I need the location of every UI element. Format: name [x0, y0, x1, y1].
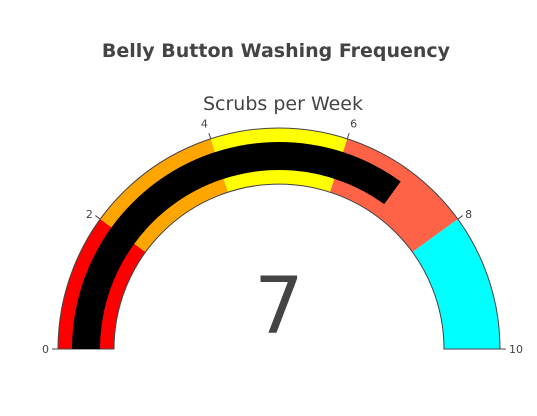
- gauge-ticks: 0 2 4 6 8 10: [42, 117, 523, 356]
- gauge-tick-label-10: 10: [509, 343, 523, 356]
- gauge-step-4: [412, 219, 500, 349]
- gauge-tick-label-2: 2: [86, 208, 93, 221]
- gauge-tick-mark-4: [208, 132, 212, 139]
- chart-subtitle: Scrubs per Week: [203, 93, 363, 115]
- gauge-tick-mark-2: [95, 215, 101, 220]
- gauge-value-label: 7: [254, 262, 304, 352]
- gauge-tick-mark-8: [457, 215, 463, 220]
- gauge-tick-label-6: 6: [350, 117, 357, 130]
- gauge-tick-mark-6: [346, 132, 350, 139]
- gauge-border-outline: [57, 127, 501, 350]
- gauge-value-bar-group: [72, 142, 401, 349]
- gauge-tick-label-8: 8: [465, 208, 472, 221]
- gauge-tick-label-0: 0: [42, 343, 49, 356]
- gauge-value-bar: [72, 142, 401, 349]
- chart-title: Belly Button Washing Frequency: [102, 40, 451, 62]
- gauge-tick-label-4: 4: [201, 117, 208, 130]
- gauge-border: [57, 127, 501, 350]
